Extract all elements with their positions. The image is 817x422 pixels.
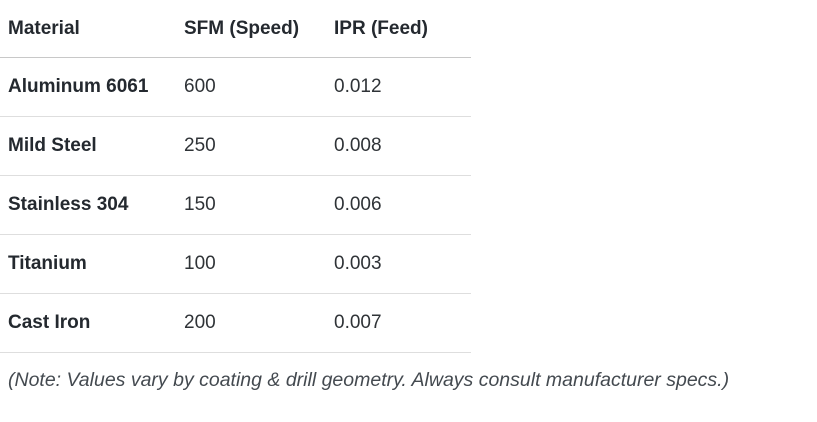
ipr-cell: 0.012	[334, 57, 471, 117]
header-row: Material SFM (Speed) IPR (Feed)	[0, 0, 471, 58]
table-row: Mild Steel 250 0.008	[0, 116, 471, 176]
ipr-cell: 0.007	[334, 293, 471, 353]
sfm-cell: 100	[184, 234, 334, 294]
material-cell: Stainless 304	[0, 175, 184, 235]
material-cell: Mild Steel	[0, 116, 184, 176]
table-row: Aluminum 6061 600 0.012	[0, 57, 471, 117]
ipr-cell: 0.006	[334, 175, 471, 235]
sfm-cell: 150	[184, 175, 334, 235]
sfm-cell: 250	[184, 116, 334, 176]
column-header-feed: IPR (Feed)	[334, 0, 471, 58]
ipr-cell: 0.003	[334, 234, 471, 294]
column-header-material: Material	[0, 0, 184, 58]
table-body: Aluminum 6061 600 0.012 Mild Steel 250 0…	[0, 57, 471, 353]
footnote: (Note: Values vary by coating & drill ge…	[8, 369, 730, 391]
sfm-cell: 600	[184, 57, 334, 117]
column-header-speed: SFM (Speed)	[184, 0, 334, 58]
table-row: Cast Iron 200 0.007	[0, 293, 471, 353]
sfm-cell: 200	[184, 293, 334, 353]
material-cell: Aluminum 6061	[0, 57, 184, 117]
table-row: Titanium 100 0.003	[0, 234, 471, 294]
ipr-cell: 0.008	[334, 116, 471, 176]
table-header: Material SFM (Speed) IPR (Feed)	[0, 0, 471, 58]
material-cell: Titanium	[0, 234, 184, 294]
material-cell: Cast Iron	[0, 293, 184, 353]
speeds-feeds-table: Material SFM (Speed) IPR (Feed) Aluminum…	[0, 0, 471, 353]
table-row: Stainless 304 150 0.006	[0, 175, 471, 235]
